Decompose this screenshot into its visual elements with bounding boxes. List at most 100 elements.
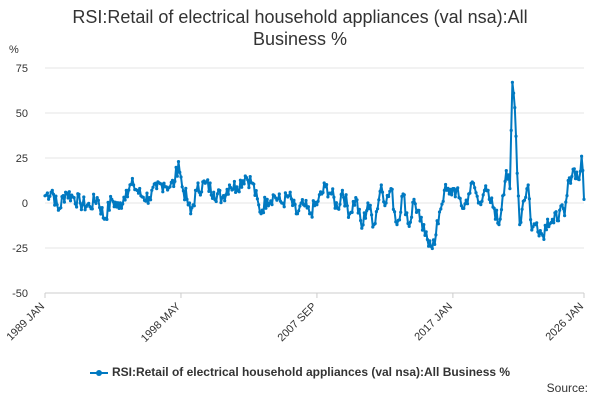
data-point[interactable] (68, 199, 73, 203)
data-point[interactable] (314, 200, 318, 204)
data-point[interactable] (495, 208, 499, 212)
data-point[interactable] (363, 216, 368, 220)
data-point[interactable] (117, 206, 121, 210)
data-point[interactable] (333, 206, 337, 210)
data-point[interactable] (458, 196, 462, 201)
data-point[interactable] (359, 218, 363, 223)
data-point[interactable] (261, 211, 266, 215)
data-point[interactable] (370, 213, 374, 217)
data-point[interactable] (542, 237, 546, 241)
data-point[interactable] (434, 233, 438, 237)
data-point[interactable] (565, 194, 569, 198)
data-point[interactable] (311, 199, 315, 203)
data-point[interactable] (292, 198, 296, 202)
data-point[interactable] (527, 197, 532, 201)
data-point[interactable] (123, 198, 127, 202)
data-point[interactable] (125, 195, 130, 199)
data-point[interactable] (197, 190, 201, 194)
data-point[interactable] (577, 178, 581, 182)
data-point[interactable] (570, 174, 574, 178)
data-point[interactable] (92, 192, 96, 196)
data-point[interactable] (75, 205, 79, 209)
data-point[interactable] (135, 188, 139, 193)
data-point[interactable] (124, 188, 128, 192)
data-point[interactable] (474, 191, 478, 195)
data-point[interactable] (94, 201, 98, 205)
data-point[interactable] (486, 188, 490, 192)
data-point[interactable] (525, 187, 529, 191)
data-point[interactable] (299, 201, 303, 205)
data-point[interactable] (225, 187, 229, 191)
data-point[interactable] (122, 195, 126, 199)
data-point[interactable] (572, 167, 576, 171)
data-point[interactable] (561, 207, 566, 211)
data-point[interactable] (339, 192, 343, 197)
data-point[interactable] (567, 176, 572, 180)
data-point[interactable] (242, 182, 246, 186)
data-point[interactable] (537, 234, 541, 238)
data-point[interactable] (105, 217, 109, 221)
data-point[interactable] (481, 193, 485, 197)
data-point[interactable] (119, 206, 124, 210)
data-point[interactable] (183, 198, 187, 202)
data-point[interactable] (161, 190, 165, 194)
data-point[interactable] (447, 192, 451, 196)
data-point[interactable] (514, 134, 518, 138)
data-point[interactable] (446, 186, 450, 190)
data-point[interactable] (73, 202, 77, 206)
data-point[interactable] (282, 205, 286, 209)
data-point[interactable] (400, 194, 404, 198)
data-point[interactable] (77, 192, 81, 196)
data-point[interactable] (522, 198, 527, 202)
data-point[interactable] (145, 191, 149, 195)
data-point[interactable] (253, 193, 257, 197)
data-point[interactable] (164, 185, 168, 189)
data-point[interactable] (530, 228, 534, 232)
data-point[interactable] (334, 201, 338, 205)
data-point[interactable] (433, 242, 437, 246)
data-point[interactable] (45, 191, 50, 195)
data-point[interactable] (173, 179, 177, 183)
data-point[interactable] (48, 194, 52, 198)
data-point[interactable] (127, 188, 131, 192)
data-point[interactable] (513, 106, 517, 110)
data-point[interactable] (499, 208, 504, 212)
data-point[interactable] (87, 201, 91, 205)
data-point[interactable] (268, 201, 272, 205)
data-point[interactable] (524, 195, 528, 199)
data-point[interactable] (78, 201, 82, 205)
data-point[interactable] (393, 210, 397, 214)
data-point[interactable] (397, 218, 402, 222)
data-point[interactable] (129, 182, 133, 186)
data-point[interactable] (112, 205, 116, 209)
data-point[interactable] (159, 182, 164, 186)
data-point[interactable] (174, 165, 178, 169)
data-point[interactable] (326, 195, 330, 199)
data-point[interactable] (181, 189, 185, 193)
data-point[interactable] (96, 198, 100, 202)
data-point[interactable] (55, 203, 59, 207)
data-point[interactable] (227, 183, 232, 187)
data-point[interactable] (376, 207, 380, 211)
data-point[interactable] (357, 207, 361, 211)
data-point[interactable] (266, 204, 270, 208)
data-point[interactable] (116, 201, 120, 205)
data-point[interactable] (526, 183, 530, 187)
data-point[interactable] (312, 204, 317, 208)
data-point[interactable] (291, 203, 295, 208)
data-point[interactable] (61, 194, 65, 198)
data-point[interactable] (281, 201, 285, 205)
data-point[interactable] (380, 190, 385, 194)
data-point[interactable] (90, 207, 94, 211)
data-point[interactable] (115, 205, 119, 209)
data-point[interactable] (200, 190, 204, 194)
data-point[interactable] (304, 198, 308, 203)
data-point[interactable] (511, 91, 516, 95)
data-point[interactable] (556, 219, 561, 223)
data-point[interactable] (82, 195, 86, 199)
data-point[interactable] (450, 193, 454, 197)
data-point[interactable] (287, 194, 291, 198)
data-point[interactable] (81, 203, 85, 207)
data-point[interactable] (581, 168, 585, 173)
data-point[interactable] (554, 210, 558, 214)
